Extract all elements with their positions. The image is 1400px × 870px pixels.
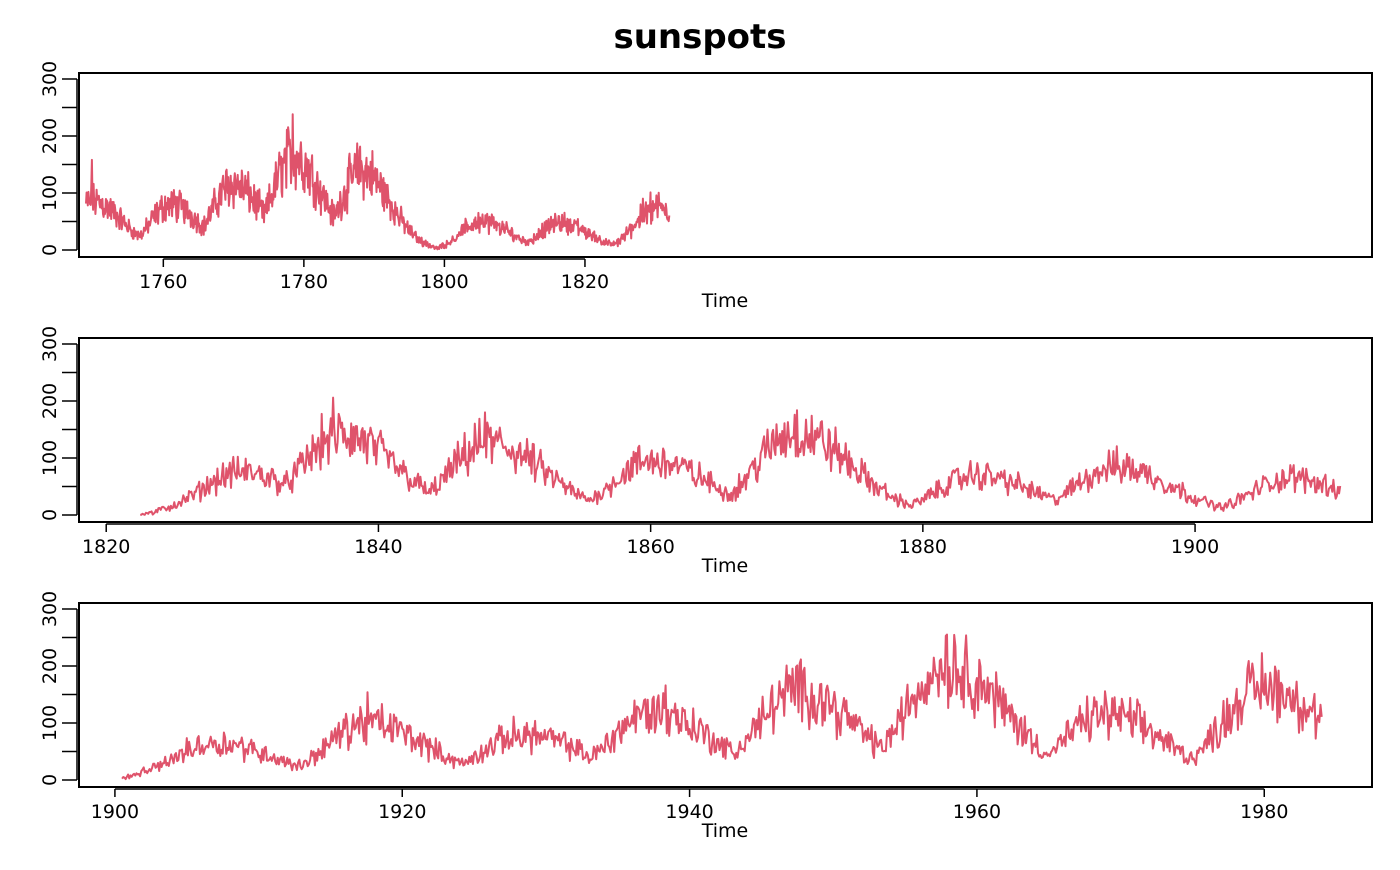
x-axis-label: Time <box>701 820 749 842</box>
y-tick-label: 200 <box>39 648 61 684</box>
y-tick-label: 300 <box>39 61 61 97</box>
sunspots-series-line <box>121 633 1323 781</box>
y-tick-label: 100 <box>39 705 61 741</box>
y-tick-label: 200 <box>39 383 61 419</box>
x-tick-label: 1960 <box>953 801 1001 823</box>
panel-1: 0 100 200 300 1760 1780 1800 1820 Time <box>39 61 1373 312</box>
y-tick-label: 100 <box>39 440 61 476</box>
panel-frame <box>78 337 1373 523</box>
y-tick-label: 0 <box>39 244 61 256</box>
x-axis-label: Time <box>701 555 749 577</box>
x-axis-label: Time <box>701 290 749 312</box>
x-tick-label: 1780 <box>280 271 328 293</box>
y-tick-label: 200 <box>39 118 61 154</box>
y-tick-label: 300 <box>39 326 61 362</box>
y-tick-label: 0 <box>39 509 61 521</box>
sunspots-series-line <box>140 396 1342 516</box>
y-tick-label: 0 <box>39 774 61 786</box>
sunspots-series-line <box>85 113 671 251</box>
x-tick-label: 1900 <box>1171 536 1219 558</box>
x-tick-label: 1980 <box>1240 801 1288 823</box>
x-tick-label: 1900 <box>91 801 139 823</box>
x-tick-label: 1840 <box>354 536 402 558</box>
panel-frame <box>78 72 1373 258</box>
x-tick-label: 1880 <box>899 536 947 558</box>
y-tick-label: 300 <box>39 591 61 627</box>
panel-frame <box>78 602 1373 788</box>
x-tick-label: 1800 <box>420 271 468 293</box>
x-tick-label: 1760 <box>139 271 187 293</box>
x-tick-label: 1940 <box>665 801 713 823</box>
x-tick-label: 1860 <box>626 536 674 558</box>
x-tick-label: 1820 <box>82 536 130 558</box>
x-tick-label: 1920 <box>378 801 426 823</box>
panel-2: 0 100 200 300 1820 1840 1860 1880 1900 Time <box>39 326 1373 577</box>
x-tick-label: 1820 <box>561 271 609 293</box>
panel-3: 0 100 200 300 1900 1920 1940 1960 1980 Time <box>39 591 1373 842</box>
y-tick-label: 100 <box>39 175 61 211</box>
chart-title: sunspots <box>613 17 786 57</box>
